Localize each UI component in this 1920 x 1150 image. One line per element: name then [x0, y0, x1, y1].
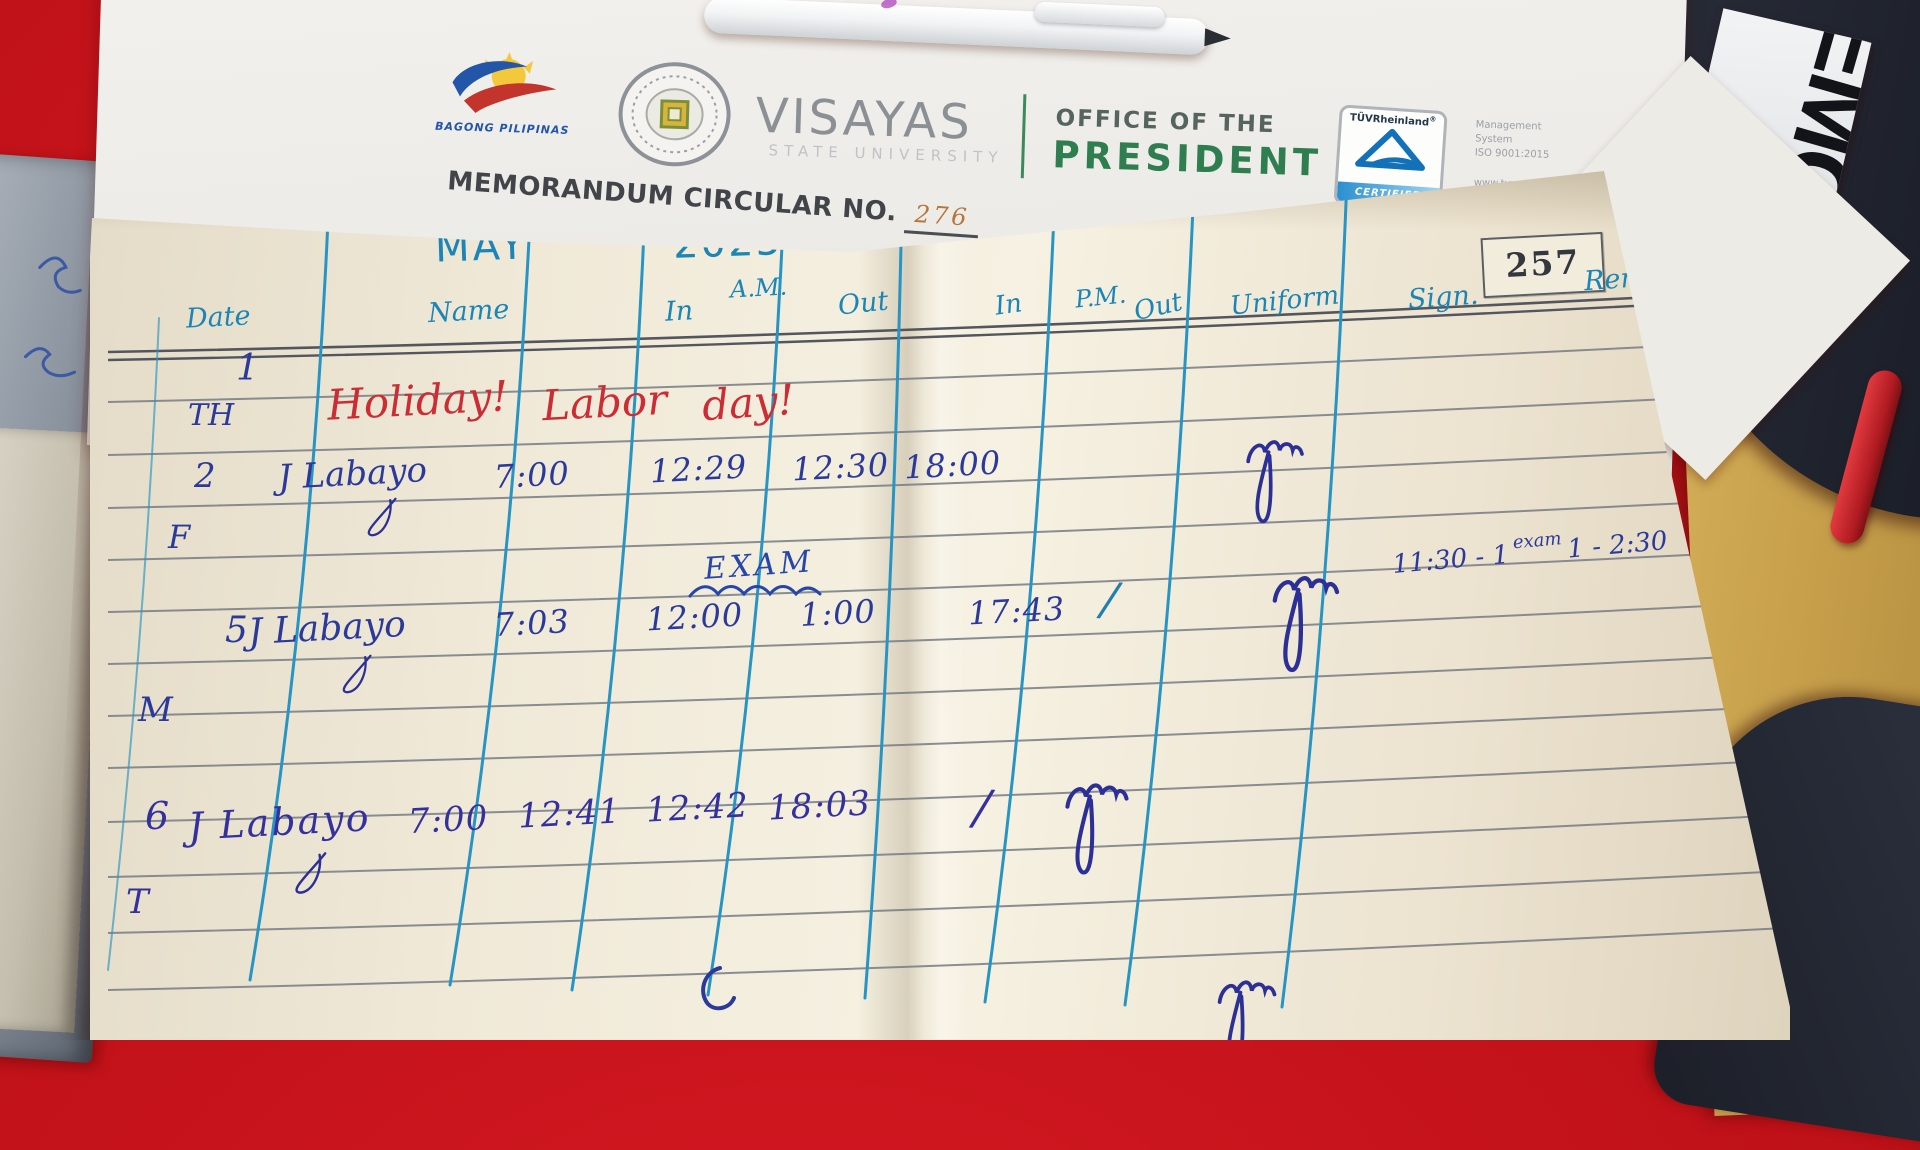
memo-paper: BAGONG PILIPINAS VISAYAS STATE UNIVERSIT…: [86, 0, 1689, 495]
row3-date: 5: [225, 610, 248, 651]
row2-pm-out: 18:00: [903, 443, 1003, 487]
row4-am-out: 12:41: [517, 791, 622, 837]
table-grid-lines: [107, 176, 1786, 1009]
book-center-fold: [858, 180, 968, 1040]
row1-date: 1: [236, 348, 259, 389]
pm-label: P.M.: [1073, 280, 1128, 314]
tuv-line-3: ISO 9001:2015: [1474, 147, 1550, 161]
partial-bottom-signature: [1206, 968, 1290, 1072]
row2-name: J Labayo: [277, 450, 428, 494]
row4-signature: [1054, 770, 1142, 882]
tuv-registered-mark: ®: [1429, 115, 1437, 124]
row4-day: T: [126, 882, 149, 922]
exam-underline-squiggle: [688, 585, 822, 598]
row2-pm-in: 12:30: [791, 445, 891, 489]
col-header-name: Name: [427, 293, 511, 330]
pen-purple-smudge: [880, 0, 898, 10]
row3-name: J Labayo: [247, 604, 407, 649]
row3-pm-in: 1:00: [799, 592, 877, 634]
row3-name-swash: [308, 638, 438, 710]
bagong-pilipinas-logo: [452, 52, 557, 114]
pen-tip: [1204, 28, 1232, 48]
left-notebook-edge: [0, 152, 155, 1064]
ink-scribbles: [24, 256, 82, 378]
row4-date: 6: [145, 794, 170, 838]
row1-holiday-word2: Labor: [540, 374, 669, 431]
row2-date: 2: [194, 456, 216, 496]
office-line-2: PRESIDENT: [1051, 133, 1323, 185]
header-divider: [1020, 94, 1027, 179]
row3-am-out: 12:00: [645, 595, 745, 639]
row1-holiday-word3: day!: [700, 374, 797, 431]
vsu-seal: [618, 62, 731, 167]
memo-circular-line: MEMORANDUM CIRCULAR NO. 276: [446, 166, 981, 239]
row2-day: F: [168, 518, 191, 556]
row4-name: J Labayo: [187, 795, 372, 844]
row1-day: TH: [188, 398, 235, 433]
tuv-certified-logo: TÜVRheinland® CERTIFIED: [1333, 104, 1448, 212]
col-header-am-in: In: [664, 295, 694, 328]
col-header-sign: Sign.: [1407, 279, 1480, 316]
row3-day: M: [138, 690, 173, 730]
row4-name-swash: [258, 834, 398, 912]
col-header-am-out: Out: [836, 285, 890, 322]
row3-remarks-superscript: exam: [1512, 528, 1563, 554]
office-line-1: OFFICE OF THE: [1055, 105, 1277, 139]
row4-am-in: 7:00: [407, 797, 490, 843]
col-header-date: Date: [185, 300, 252, 335]
row3-signature: [1264, 562, 1350, 680]
partial-letter-mark: [701, 966, 736, 1011]
row2-am-out: 12:29: [649, 447, 749, 491]
row2-am-in: 7:00: [493, 454, 571, 496]
row3-am-in: 7:03: [493, 602, 571, 644]
tuv-triangle-icon: [1355, 129, 1425, 172]
memo-circular-label: MEMORANDUM CIRCULAR NO.: [446, 166, 898, 228]
row3-pm-out: 17:43: [967, 589, 1067, 633]
bagong-pilipinas-caption: BAGONG PILIPINAS: [434, 119, 570, 137]
row2-signature: [1235, 428, 1317, 530]
row4-pm-out: 18:03: [767, 783, 872, 829]
page-number: 257: [1504, 242, 1582, 285]
attendance-logbook-page: 257 MAY 2025 A.M. P.M. Date Name In Out …: [90, 171, 1790, 1040]
col-header-pm-in: In: [993, 288, 1024, 322]
row2-name-swash: [333, 482, 463, 552]
row4-pm-in: 12:42: [645, 785, 750, 831]
memo-circular-number: 276: [913, 199, 971, 232]
memo-number-underline: 276: [903, 198, 981, 239]
row1-holiday-word1: Holiday!: [325, 371, 510, 430]
am-label: A.M.: [729, 272, 788, 304]
